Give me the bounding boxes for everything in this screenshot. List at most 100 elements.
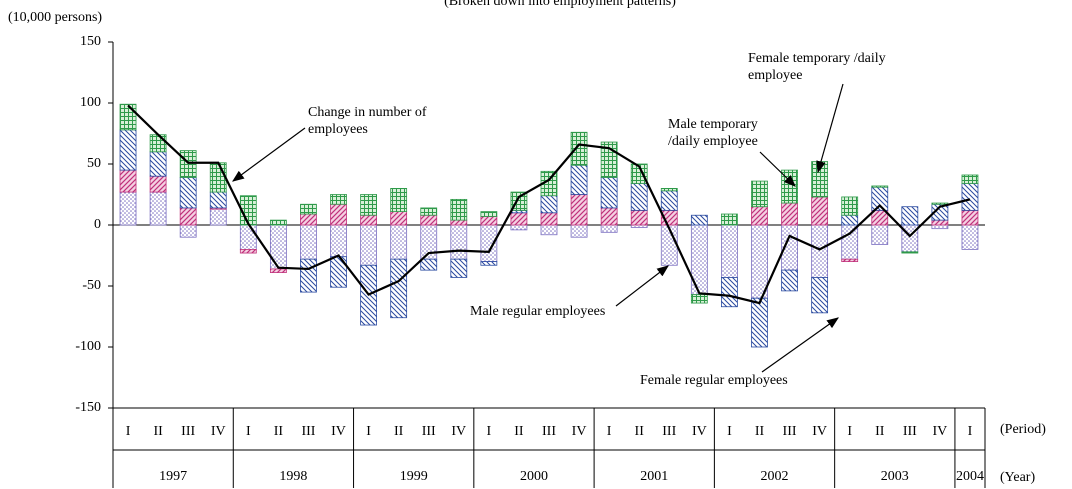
- bar-segment: [360, 194, 377, 216]
- x-tick-label: II: [875, 424, 885, 439]
- bar-segment: [961, 209, 979, 226]
- bar-segment: [480, 261, 498, 266]
- bar-segment: [600, 177, 618, 209]
- bar-segment: [690, 224, 708, 295]
- bar-segment: [961, 224, 979, 250]
- bar-segment: [269, 268, 287, 273]
- x-tick-label: II: [274, 424, 284, 439]
- bar-segment: [179, 150, 197, 178]
- bar-segment: [721, 224, 738, 278]
- bar-segment: [570, 164, 588, 195]
- y-tick-label: 50: [87, 156, 101, 171]
- bar-segment: [690, 294, 708, 304]
- y-tick-label: 0: [94, 217, 101, 232]
- bar-segment: [119, 169, 137, 193]
- x-tick-label: I: [366, 424, 371, 439]
- annotation: Change in number of employees: [308, 105, 427, 137]
- bar-segment: [360, 214, 377, 226]
- x-tick-label: III: [301, 424, 315, 439]
- bar-segment: [179, 207, 197, 226]
- bar-segment: [420, 207, 438, 216]
- bar-segment: [239, 248, 257, 254]
- bar-segment: [119, 129, 137, 171]
- year-label: 2002: [761, 469, 789, 484]
- y-axis-label: (10,000 persons): [8, 10, 102, 25]
- x-tick-label: I: [246, 424, 251, 439]
- chart-subtitle: (Broken down into employment patterns): [444, 0, 676, 9]
- bar-segment: [660, 187, 678, 192]
- bar-segment: [721, 277, 738, 308]
- x-tick-label: III: [662, 424, 676, 439]
- x-tick-label: IV: [933, 424, 948, 439]
- bar-segment: [179, 177, 197, 209]
- x-tick-label: I: [126, 424, 131, 439]
- bar-segment: [751, 180, 768, 208]
- x-tick-label: III: [181, 424, 195, 439]
- bar-segment: [450, 258, 468, 278]
- bar-segment: [330, 203, 347, 226]
- x-tick-label: I: [607, 424, 612, 439]
- bar-segment: [209, 208, 227, 226]
- x-tick-label: IV: [812, 424, 827, 439]
- bar-segment: [931, 224, 949, 230]
- x-tick-label: I: [847, 424, 852, 439]
- bar-segment: [119, 103, 137, 131]
- bar-segment: [420, 258, 438, 271]
- bar-segment: [630, 183, 648, 211]
- x-tick-label: IV: [572, 424, 587, 439]
- bar-segment: [300, 224, 317, 260]
- bar-segment: [600, 224, 618, 233]
- arrow: [232, 127, 306, 182]
- year-label: (Year): [1000, 470, 1035, 485]
- x-tick-label: II: [153, 424, 163, 439]
- arrow: [615, 265, 669, 307]
- y-tick-label: 150: [80, 34, 101, 49]
- year-label: 2004: [956, 469, 984, 484]
- x-tick-label: I: [487, 424, 492, 439]
- bar-segment: [450, 224, 468, 260]
- y-tick-label: -100: [75, 339, 101, 354]
- bar-segment: [871, 224, 889, 245]
- bar-segment: [630, 163, 648, 184]
- bar-segment: [961, 183, 979, 211]
- bar-segment: [781, 269, 798, 292]
- x-tick-label: II: [514, 424, 524, 439]
- bar-segment: [149, 134, 167, 153]
- x-tick-label: IV: [692, 424, 707, 439]
- y-tick-label: -150: [75, 400, 101, 415]
- annotation: Female temporary /daily employee: [748, 51, 886, 83]
- bar-segment: [149, 175, 167, 193]
- bar-segment: [751, 297, 768, 348]
- year-label: 1998: [279, 469, 307, 484]
- x-tick-label: IV: [211, 424, 226, 439]
- bar-segment: [811, 224, 829, 278]
- annotation: Female regular employees: [640, 373, 788, 388]
- x-tick-label: I: [727, 424, 732, 439]
- x-tick-label: I: [968, 424, 973, 439]
- bar-segment: [931, 202, 949, 205]
- y-tick-label: 100: [80, 95, 101, 110]
- bar-segment: [269, 219, 287, 226]
- bar-segment: [269, 224, 287, 270]
- bar-segment: [239, 224, 257, 250]
- bar-segment: [811, 277, 829, 314]
- year-label: 2000: [520, 469, 548, 484]
- bar-segment: [209, 191, 227, 209]
- bar-segment: [360, 224, 377, 266]
- bar-segment: [961, 174, 979, 184]
- bar-segment: [510, 224, 528, 231]
- year-label: 1997: [159, 469, 187, 484]
- bar-segment: [751, 224, 768, 299]
- bar-segment: [540, 224, 558, 236]
- bar-segment: [841, 224, 859, 260]
- bar-segment: [420, 214, 438, 226]
- bar-segment: [871, 185, 889, 188]
- bar-segment: [570, 194, 588, 226]
- bar-segment: [450, 198, 468, 221]
- bar-segment: [660, 190, 678, 211]
- bar-segment: [119, 191, 137, 226]
- x-tick-label: III: [903, 424, 917, 439]
- x-tick-label: IV: [331, 424, 346, 439]
- line: [127, 104, 971, 305]
